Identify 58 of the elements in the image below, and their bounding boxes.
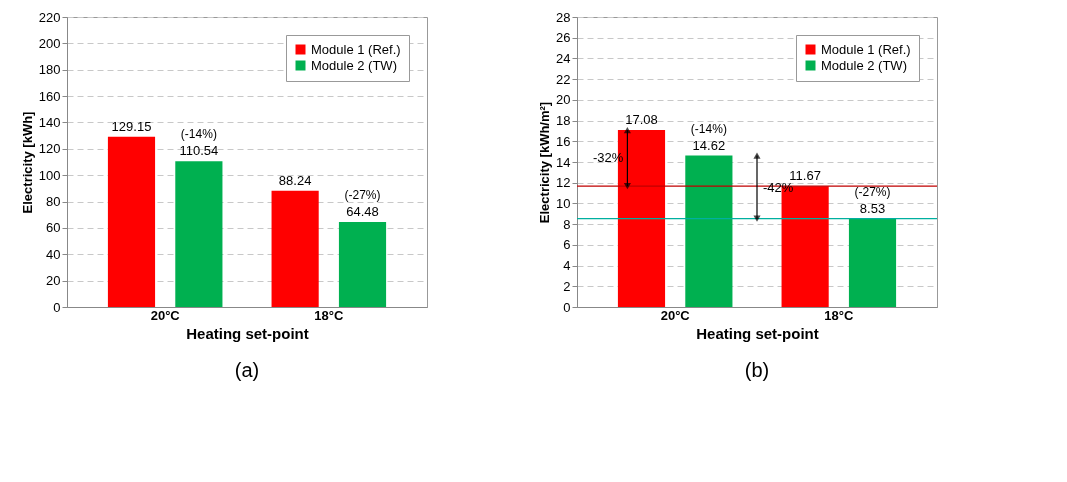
y-tick-label: 80 [46,194,61,210]
data-label: 17.08 [625,112,658,128]
bar [338,222,387,307]
data-label: 14.62 [692,137,726,153]
y-tick-label: 6 [563,237,571,253]
y-tick-label: 140 [38,114,61,130]
data-label: 88.24 [278,172,312,188]
y-tick-label: 20 [46,273,61,289]
text: (b) [744,359,770,381]
y-tick-label: 200 [38,35,61,51]
bar [271,190,319,307]
annotation: (-27%) [344,188,381,202]
x-tick-label: 20°C [150,307,181,323]
y-tick-label: 22 [556,71,571,87]
y-axis-title: Electricity [kWh/m²] [537,101,553,224]
y-tick-label: 0 [563,299,571,315]
y-tick-label: 16 [556,133,571,149]
y-tick-label: 40 [46,246,61,262]
annotation: (-27%) [854,184,891,199]
legend-label: Module 1 (Ref.) [311,41,401,57]
x-tick-label: 18°C [824,307,854,323]
text: (a) [234,359,260,381]
y-tick-label: 20 [556,92,571,108]
y-tick-label: 8 [563,216,571,232]
y-tick-label: 160 [38,88,61,104]
data-label: 129.15 [111,118,152,134]
y-tick-label: 220 [38,9,61,25]
y-tick-label: 120 [38,141,61,157]
y-tick-label: 60 [46,220,61,236]
legend-label: Module 1 (Ref.) [821,41,911,57]
annotation: (-14%) [690,121,727,136]
bar [848,218,897,307]
bar [685,155,733,307]
y-tick-label: 12 [556,175,571,191]
y-tick-label: 18 [556,113,571,129]
y-tick-label: 10 [556,195,571,211]
y-tick-label: 14 [556,154,571,170]
bar [107,136,156,307]
y-tick-label: 100 [38,167,61,183]
x-tick-label: 20°C [660,307,691,323]
data-label: 110.54 [179,143,219,159]
y-tick-label: 26 [556,30,571,46]
y-tick-label: 2 [563,278,571,294]
y-axis-title: Electricity [kWh] [19,111,35,214]
x-axis-title: Heating set-point [696,324,819,342]
y-tick-label: 4 [563,258,571,274]
bar [175,161,223,307]
y-tick-label: 24 [556,50,571,66]
legend-label: Module 2 (TW) [821,57,907,73]
x-tick-label: 18°C [314,307,344,323]
legend-label: Module 2 (TW) [311,57,397,73]
y-tick-label: 180 [38,62,61,78]
data-label: 64.48 [346,204,379,219]
y-tick-label: 0 [53,299,61,315]
data-label: 8.53 [859,200,886,216]
x-axis-title: Heating set-point [186,324,309,342]
annotation: (-14%) [180,127,217,142]
y-tick-label: 28 [556,9,571,25]
